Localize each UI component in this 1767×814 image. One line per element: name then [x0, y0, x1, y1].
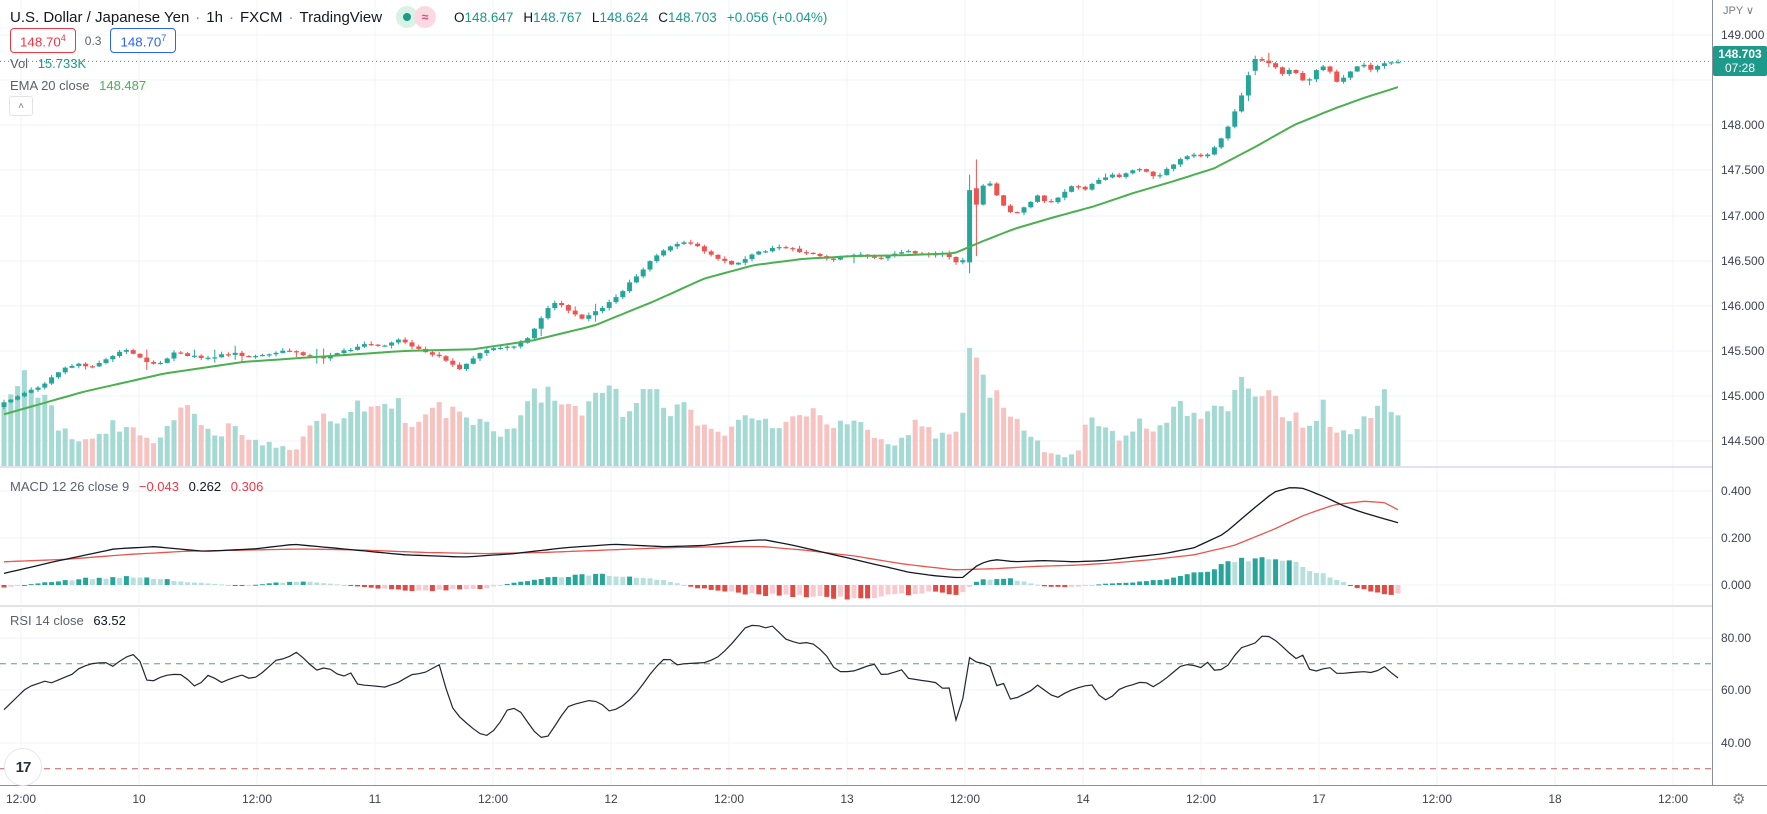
market-open-dot-icon	[396, 6, 419, 28]
price-axis-label: 144.500	[1721, 434, 1765, 448]
macd-histogram	[1, 557, 1401, 600]
volume-bars	[1, 347, 1401, 466]
price-axis-label: 146.000	[1721, 299, 1765, 313]
macd-line-value: 0.262	[188, 479, 222, 494]
low-value: 148.624	[599, 9, 649, 25]
time-axis-label: 12:00	[1657, 792, 1689, 806]
spread-value: 0.3	[84, 33, 102, 48]
volume-label: Vol	[10, 56, 29, 71]
gear-icon[interactable]: ⚙	[1732, 791, 1746, 808]
price-axis-label: 145.500	[1721, 344, 1765, 358]
separator: ·	[195, 8, 201, 26]
price-axis-label: 0.000	[1721, 578, 1752, 592]
price-axis-label: 40.00	[1721, 736, 1752, 750]
separator: ·	[288, 8, 294, 26]
time-axis-label: 12:00	[949, 792, 981, 806]
time-axis-label: 10	[132, 792, 146, 806]
high-label: H	[523, 9, 534, 25]
macd-line	[3, 487, 1399, 579]
time-axis-label: 12:00	[713, 792, 745, 806]
symbol-title[interactable]: U.S. Dollar / Japanese Yen	[10, 8, 190, 26]
price-axis-label: 148.000	[1721, 118, 1765, 132]
price-axis-label: 80.00	[1721, 631, 1752, 645]
open-label: O	[454, 9, 465, 25]
buy-ask-button[interactable]: 148.707	[110, 28, 177, 54]
sell-bid-button[interactable]: 148.704	[10, 28, 76, 54]
volume-legend[interactable]: Vol 15.733K	[10, 56, 86, 71]
close-label: C	[658, 9, 668, 25]
time-axis-label: 14	[1076, 792, 1090, 806]
rsi-value: 63.52	[93, 613, 126, 628]
chart-legend-header: U.S. Dollar / Japanese Yen · 1h · FXCM ·…	[10, 6, 827, 28]
price-axis-label: 147.500	[1721, 163, 1765, 177]
candles	[1, 52, 1401, 410]
macd-signal-value: 0.306	[230, 479, 264, 494]
time-axis-label: 13	[840, 792, 854, 806]
market-status-pill[interactable]: ≈	[396, 6, 437, 28]
macd-hist-value: −0.043	[138, 479, 179, 494]
change-value: +0.056 (+0.04%)	[726, 9, 828, 25]
high-value: 148.767	[533, 9, 582, 25]
time-axis-label: 17	[1312, 792, 1326, 806]
time-axis-label: 12:00	[241, 792, 273, 806]
interval-label[interactable]: 1h	[206, 8, 223, 26]
currency-selector[interactable]: JPY ∨	[1723, 5, 1755, 17]
price-axis-label: 146.500	[1721, 254, 1765, 268]
low-label: L	[591, 9, 600, 25]
platform-label[interactable]: TradingView	[299, 8, 383, 26]
time-axis-label: 11	[368, 792, 382, 806]
ema-line	[3, 86, 1399, 416]
time-axis-label: 12	[604, 792, 618, 806]
price-axis-label: 147.000	[1721, 209, 1765, 223]
collapse-legend-button[interactable]: ˄	[9, 96, 33, 116]
quote-panel: 148.704 0.3 148.707	[10, 28, 177, 54]
volume-value: 15.733K	[37, 56, 87, 71]
rsi-line	[3, 624, 1399, 739]
macd-label: MACD 12 26 close 9	[10, 479, 130, 494]
exchange-label[interactable]: FXCM	[239, 8, 283, 26]
macd-legend[interactable]: MACD 12 26 close 9 −0.043 0.262 0.306	[10, 479, 263, 494]
price-axis-label: 149.000	[1721, 28, 1765, 42]
price-axis-label: 145.000	[1721, 389, 1765, 403]
open-value: 148.647	[464, 9, 514, 25]
price-axis-label: 60.00	[1721, 683, 1752, 697]
tradingview-watermark-logo[interactable]: 17	[4, 748, 42, 786]
bar-countdown: 07:28	[1724, 61, 1756, 76]
ema-label: EMA 20 close	[10, 78, 90, 93]
last-price-value: 148.703	[1718, 47, 1762, 62]
time-axis-label: 12:00	[1421, 792, 1453, 806]
price-axis-label: 0.400	[1721, 484, 1752, 498]
rsi-legend[interactable]: RSI 14 close 63.52	[10, 613, 126, 628]
price-axis-label: 0.200	[1721, 531, 1752, 545]
separator: ·	[228, 8, 234, 26]
time-axis-label: 12:00	[477, 792, 509, 806]
close-value: 148.703	[668, 9, 717, 25]
price-axis[interactable]: JPY ∨ 148.703 07:28 149.000 148.000 147.50…	[1713, 0, 1767, 785]
ohlc-readout: O148.647 H148.767 L148.624 C148.703 +0.0…	[454, 10, 827, 25]
time-axis-label: 18	[1548, 792, 1562, 806]
time-axis-label: 12:00	[1185, 792, 1217, 806]
ema-legend[interactable]: EMA 20 close 148.487	[10, 78, 146, 93]
time-axis[interactable]: ⚙ 12:00 10 12:00 11 12:00 12 12:00 13 12:00 14 12:…	[0, 786, 1767, 814]
last-price-badge: 148.703 07:28	[1713, 46, 1767, 77]
time-axis-label: 12:00	[5, 792, 37, 806]
rsi-label: RSI 14 close	[10, 613, 84, 628]
ema-value: 148.487	[99, 78, 147, 93]
approx-data-icon: ≈	[414, 6, 437, 28]
